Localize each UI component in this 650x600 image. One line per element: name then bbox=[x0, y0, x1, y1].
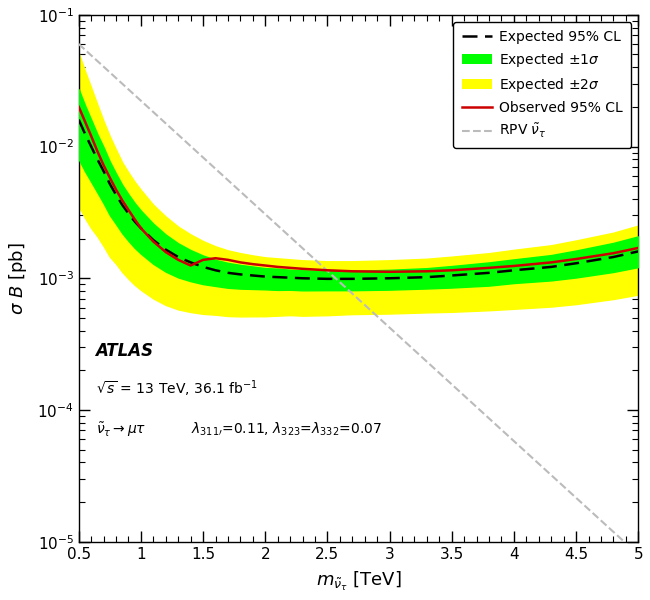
Text: $\sqrt{s}$ = 13 TeV, 36.1 fb$^{-1}$: $\sqrt{s}$ = 13 TeV, 36.1 fb$^{-1}$ bbox=[96, 379, 257, 399]
Text: $\tilde{\nu}_\tau \rightarrow \mu\tau$: $\tilde{\nu}_\tau \rightarrow \mu\tau$ bbox=[96, 421, 146, 439]
Text: $\lambda_{311\prime}$=0.11, $\lambda_{323}$=$\lambda_{332}$=0.07: $\lambda_{311\prime}$=0.11, $\lambda_{32… bbox=[190, 421, 382, 438]
X-axis label: $m_{\tilde{\nu}_\tau}\ \mathrm{[TeV]}$: $m_{\tilde{\nu}_\tau}\ \mathrm{[TeV]}$ bbox=[316, 570, 401, 593]
Legend: Expected 95% CL, Expected $\pm 1\sigma$, Expected $\pm 2\sigma$, Observed 95% CL: Expected 95% CL, Expected $\pm 1\sigma$,… bbox=[454, 22, 631, 148]
Y-axis label: $\sigma\ B\ \mathrm{[pb]}$: $\sigma\ B\ \mathrm{[pb]}$ bbox=[7, 242, 29, 314]
Text: ATLAS: ATLAS bbox=[96, 341, 153, 359]
